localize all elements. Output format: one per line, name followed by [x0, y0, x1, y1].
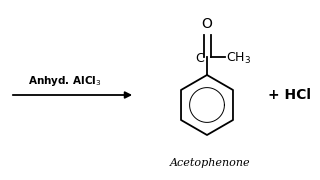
Text: Anhyd. AlCl$_3$: Anhyd. AlCl$_3$	[28, 74, 102, 88]
Text: CH$_3$: CH$_3$	[226, 50, 251, 66]
Text: O: O	[202, 17, 212, 31]
Text: Acetophenone: Acetophenone	[170, 158, 250, 168]
Text: + HCl: + HCl	[268, 88, 311, 102]
Text: C: C	[195, 51, 204, 64]
